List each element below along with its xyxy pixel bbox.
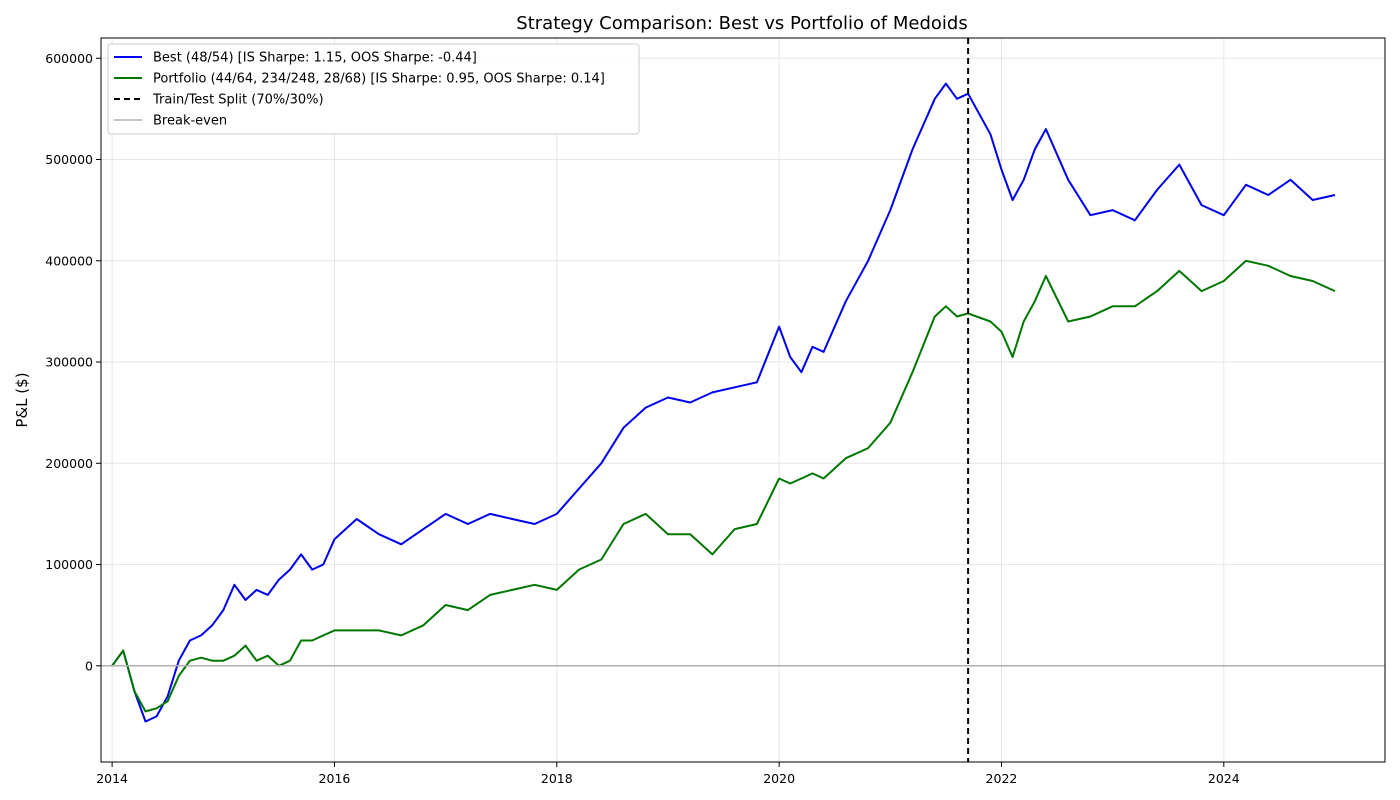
legend-label: Train/Test Split (70%/30%)	[152, 93, 324, 108]
plot-frame	[100, 37, 1386, 763]
legend: Best (48/54) [IS Sharpe: 1.15, OOS Sharp…	[107, 43, 640, 135]
legend-box	[107, 43, 640, 135]
legend-item: Break-even	[114, 114, 227, 129]
x-tick-label: 2022	[986, 771, 1018, 786]
legend-label: Best (48/54) [IS Sharpe: 1.15, OOS Sharp…	[153, 51, 477, 66]
x-axis: 2014 2016 2018 2020 2022 2024	[96, 762, 1240, 786]
y-axis-label: P&L ($)	[13, 372, 31, 427]
legend-item: Portfolio (44/64, 234/248, 28/68) [IS Sh…	[114, 72, 605, 87]
y-tick-label: 500000	[45, 152, 93, 167]
legend-label: Break-even	[153, 114, 227, 129]
x-tick-label: 2016	[319, 771, 351, 786]
y-tick-label: 600000	[45, 51, 93, 66]
y-tick-label: 400000	[45, 253, 93, 268]
series-layer	[111, 82, 1336, 723]
y-tick-label: 300000	[45, 355, 93, 370]
chart-title: Strategy Comparison: Best vs Portfolio o…	[516, 13, 967, 34]
series-line-0	[111, 82, 1336, 723]
y-tick-label: 200000	[45, 456, 93, 471]
x-tick-label: 2014	[96, 771, 128, 786]
y-tick-label: 0	[85, 658, 93, 673]
series-line-1	[111, 259, 1336, 713]
reference-lines	[101, 38, 1385, 762]
y-tick-label: 100000	[45, 557, 93, 572]
grid	[101, 38, 1385, 762]
x-tick-label: 2020	[763, 771, 795, 786]
x-tick-label: 2018	[541, 771, 573, 786]
legend-item: Best (48/54) [IS Sharpe: 1.15, OOS Sharp…	[114, 51, 477, 66]
legend-item: Train/Test Split (70%/30%)	[114, 93, 324, 108]
y-axis: 0 100000 200000 300000 400000 500000 600000	[45, 51, 101, 673]
x-tick-label: 2024	[1208, 771, 1240, 786]
legend-label: Portfolio (44/64, 234/248, 28/68) [IS Sh…	[153, 72, 605, 87]
